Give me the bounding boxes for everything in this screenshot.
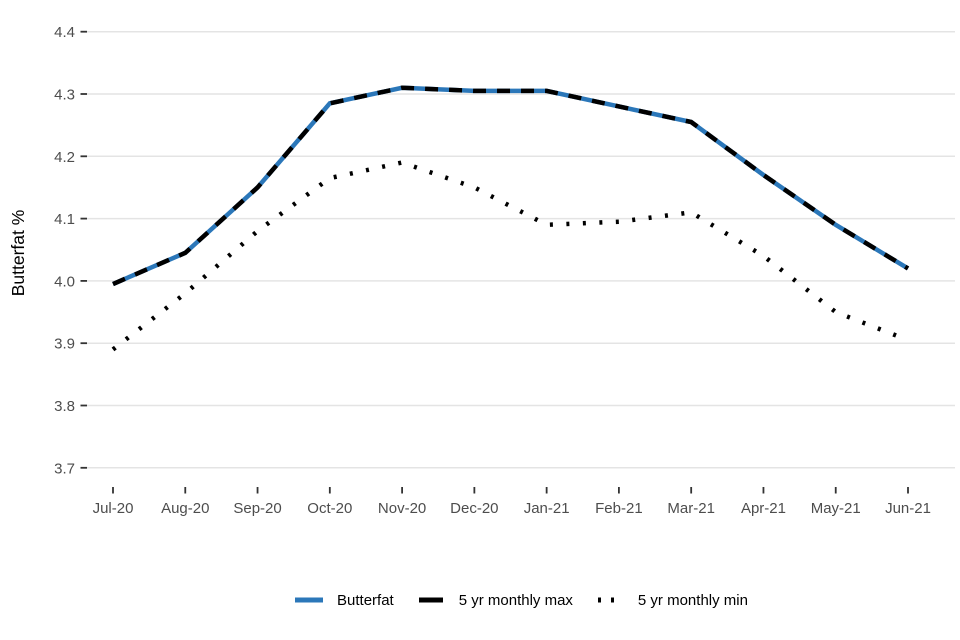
line-chart: Butterfat % 3.7 3.8 3.9 4.0 4.1 4.2 4.3 4.4 Jul-… [8, 24, 955, 517]
x-tick-label: Nov-20 [378, 500, 426, 517]
x-tick-label: Dec-20 [450, 500, 498, 517]
x-tick-label: Oct-20 [307, 500, 352, 517]
legend-label: Butterfat [337, 591, 394, 609]
x-tick-label: Aug-20 [161, 500, 209, 517]
x-tick-label: Apr-21 [741, 500, 786, 517]
legend-label: 5 yr monthly min [637, 591, 748, 609]
legend-item-5-yr-monthly-max: 5 yr monthly max [416, 592, 573, 609]
x-tick-label: Jan-21 [524, 500, 570, 517]
y-tick-label: 4.0 [54, 273, 75, 290]
x-tick-label: Mar-21 [667, 500, 715, 517]
x-tick-label: Feb-21 [595, 500, 643, 517]
x-tick-label: Sep-20 [233, 500, 281, 517]
legend-item-5-yr-monthly-min: 5 yr monthly min [595, 592, 748, 609]
x-tick-label: Jun-21 [885, 500, 931, 517]
y-axis-title: Butterfat % [8, 210, 28, 297]
legend-swatch-dotted-line [597, 597, 622, 603]
series-line-butterfat [112, 85, 910, 287]
series-line-5-yr-monthly-max [112, 85, 910, 287]
x-tick-label: Jul-20 [93, 500, 134, 517]
y-tick-label: 4.3 [54, 87, 75, 104]
y-tick-label: 3.7 [54, 460, 75, 477]
y-tick-label: 4.2 [54, 149, 75, 166]
legend-swatch-dashed-line [418, 597, 443, 603]
legend-item-butterfat: Butterfat [294, 592, 394, 609]
x-tick-label: May-21 [811, 500, 861, 517]
legend: Butterfat 5 yr monthly max 5 yr monthly mi… [87, 586, 955, 614]
y-tick-label: 3.8 [54, 398, 75, 415]
legend-swatch-solid-line [295, 597, 324, 603]
y-tick-label: 3.9 [54, 336, 75, 353]
y-tick-label: 4.1 [54, 211, 75, 228]
y-tick-label: 4.4 [54, 24, 75, 41]
legend-label: 5 yr monthly max [458, 591, 573, 609]
